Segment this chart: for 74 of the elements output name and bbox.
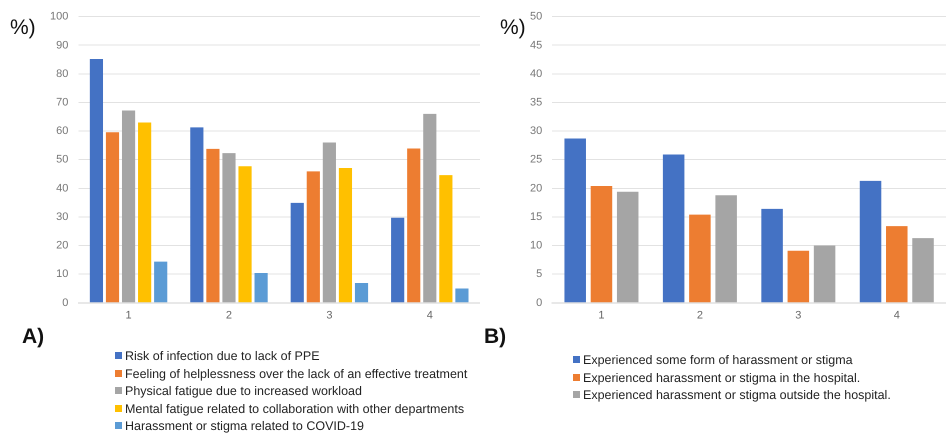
bar [715,195,737,302]
y-tick-label: 45 [530,39,542,52]
bar [616,192,638,302]
bar [338,168,352,302]
y-tick-label: 0 [536,296,542,309]
bar [564,138,586,302]
bar [290,202,304,302]
bar [354,283,368,302]
x-tick-label: 3 [795,309,802,322]
bar [455,288,469,302]
y-tick-label: 40 [530,68,542,80]
legend-label: Mental fatigue related to collaboration with other departments [125,402,464,416]
y-axis-title: %) [10,16,36,40]
bar [306,171,320,302]
x-tick-label: 2 [696,309,703,322]
bar [190,127,204,302]
bar [138,122,152,302]
y-tick-label: 25 [530,154,542,166]
bar [222,153,236,302]
y-tick-label: 15 [530,210,542,223]
bar [439,175,452,302]
bar [391,218,404,302]
bar [154,262,168,302]
bar [254,273,268,302]
bar [689,214,711,302]
y-tick-label: 35 [530,96,542,108]
y-tick-label: 70 [56,96,68,108]
bar [106,132,120,302]
bar [886,226,908,302]
y-axis-title: %) [500,16,526,40]
legend-label: Risk of infection due to lack of PPE [125,349,320,363]
x-tick-label: 4 [426,309,433,322]
legend-label: Experienced harassment or stigma outside the hospital. [583,388,891,402]
x-tick-label: 1 [125,309,132,322]
x-tick-label: 3 [326,309,332,322]
bar [761,208,783,302]
y-tick-label: 100 [50,10,68,23]
legend-label: Harassment or stigma related to COVID-19 [125,419,364,433]
bar [407,148,420,302]
y-tick-label: 30 [56,210,68,223]
y-tick-label: 50 [530,10,542,23]
bar [814,246,836,302]
bar [206,148,220,302]
bar [912,238,934,302]
bar [90,58,104,302]
y-tick-label: 5 [536,268,542,280]
legend-label: Feeling of helplessness over the lack of an effective treatment [125,366,468,380]
bar [238,166,252,302]
legend-label: Physical fatigue due to increased workload [125,384,362,398]
y-tick-label: 60 [56,125,68,138]
y-tick-label: 20 [530,182,542,194]
text: B) [484,325,506,349]
bar [590,186,612,302]
y-tick-label: 30 [530,125,542,138]
bar [860,180,882,302]
y-tick-label: 20 [56,240,68,252]
x-tick-label: 1 [598,309,605,322]
x-tick-label: 2 [226,309,232,322]
y-tick-label: 0 [62,296,68,309]
x-tick-label: 4 [894,309,900,322]
bar [788,250,810,302]
legend-label: Experienced harassment or stigma in the hospital. [583,370,860,384]
y-tick-label: 80 [56,68,68,80]
bar [662,154,684,302]
bar [122,110,136,302]
text: A) [22,325,44,349]
y-tick-label: 10 [56,268,68,280]
y-tick-label: 40 [56,182,68,194]
bar [322,142,336,302]
bar [423,114,436,302]
legend-label: Experienced some form of harassment or stigma [583,353,853,367]
y-tick-label: 90 [56,39,68,52]
y-tick-label: 10 [530,240,542,252]
y-tick-label: 50 [56,154,68,166]
